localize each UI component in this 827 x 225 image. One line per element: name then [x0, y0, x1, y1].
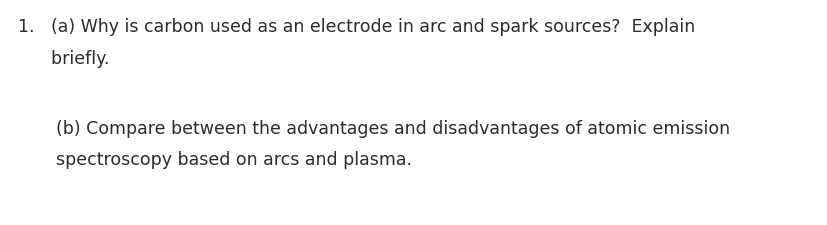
Text: (b) Compare between the advantages and disadvantages of atomic emission: (b) Compare between the advantages and d…: [56, 119, 730, 137]
Text: 1.   (a) Why is carbon used as an electrode in arc and spark sources?  Explain: 1. (a) Why is carbon used as an electrod…: [18, 18, 696, 36]
Text: briefly.: briefly.: [18, 50, 109, 68]
Text: spectroscopy based on arcs and plasma.: spectroscopy based on arcs and plasma.: [56, 151, 412, 169]
